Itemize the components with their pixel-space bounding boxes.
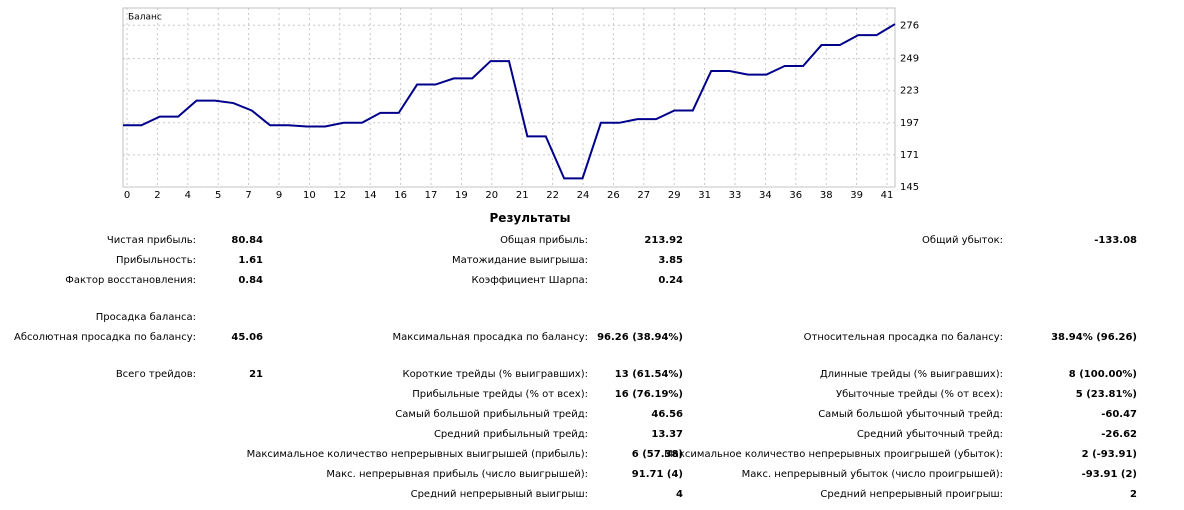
x-tick-label: 7 [245,190,251,201]
x-tick-label: 39 [850,190,863,201]
stat-label: Убыточные трейды (% от всех): [835,389,1003,400]
x-tick-label: 41 [881,190,894,201]
stat-label: Чистая прибыль: [106,235,196,246]
stat-label: Коэффициент Шарпа: [471,275,588,286]
x-tick-label: 34 [759,190,772,201]
stat-label: Фактор восстановления: [65,275,196,286]
stat-label: Всего трейдов: [115,369,196,380]
stat-value: 2 (-93.91) [1081,449,1137,460]
results-title: Результаты [489,211,571,225]
stat-label: Средний непрерывный выигрыш: [410,489,588,500]
stat-label: Самый большой прибыльный трейд: [395,409,588,420]
stat-label: Короткие трейды (% выигравших): [402,369,588,380]
stat-label: Относительная просадка по балансу: [803,332,1003,343]
x-tick-label: 22 [546,190,559,201]
x-tick-label: 19 [455,190,468,201]
stat-value: 5 (23.81%) [1075,389,1137,400]
stat-label: Средний прибыльный трейд: [433,429,588,440]
stat-value: 16 (76.19%) [614,389,683,400]
stat-label: Прибыльные трейды (% от всех): [412,389,588,400]
stat-label: Общая прибыль: [500,235,588,246]
stat-label: Макс. непрерывная прибыль (число выигрыш… [326,469,588,480]
plot-area [122,7,896,188]
stat-value: 213.92 [644,235,683,246]
y-tick-label: 145 [900,182,919,193]
stat-label: Длинные трейды (% выигравших): [819,369,1003,380]
stat-label: Средний убыточный трейд: [856,429,1003,440]
stat-label: Средний непрерывный проигрыш: [820,489,1003,500]
stat-value: -93.91 (2) [1081,469,1137,480]
x-tick-label: 20 [485,190,498,201]
stat-value: 0.24 [658,275,683,286]
stat-label: Макс. непрерывный убыток (число проигрыш… [741,469,1003,480]
stat-value: 91.71 (4) [631,469,683,480]
stat-value: -133.08 [1094,235,1137,246]
stat-label: Абсолютная просадка по балансу: [14,332,196,343]
stat-value: 45.06 [231,332,263,343]
stat-value: 80.84 [231,235,263,246]
y-tick-label: 276 [900,20,919,31]
stat-value: 13.37 [651,429,683,440]
stat-value: 13 (61.54%) [614,369,683,380]
x-tick-label: 5 [215,190,221,201]
y-tick-label: 197 [900,118,919,129]
x-tick-label: 16 [394,190,407,201]
stat-label: Максимальное количество непрерывных выиг… [246,449,588,460]
chart-title: Баланс [128,13,162,23]
x-tick-label: 10 [303,190,316,201]
stat-value: 1.61 [238,255,263,266]
x-tick-label: 36 [789,190,802,201]
balance-line [123,23,896,180]
x-tick-label: 33 [729,190,742,201]
stat-label: Матожидание выигрыша: [451,255,588,266]
x-tick-label: 29 [668,190,681,201]
x-tick-label: 0 [124,190,130,201]
stat-value: -60.47 [1101,409,1137,420]
x-tick-label: 12 [333,190,346,201]
y-tick-label: 171 [900,150,919,161]
y-tick-label: 249 [900,54,919,65]
stat-value: 8 (100.00%) [1068,369,1137,380]
x-tick-label: 2 [154,190,160,201]
x-tick-label: 9 [276,190,282,201]
x-tick-label: 31 [698,190,711,201]
stat-value: 4 [676,489,683,500]
stat-label: Прибыльность: [116,255,196,266]
x-tick-label: 26 [607,190,620,201]
stat-value: 2 [1130,489,1137,500]
stat-label: Просадка баланса: [95,312,196,323]
stat-value: 0.84 [238,275,263,286]
stat-value: 3.85 [658,255,683,266]
x-tick-label: 17 [425,190,438,201]
x-tick-label: 24 [577,190,590,201]
stat-value: -26.62 [1101,429,1137,440]
stat-value: 6 (57.38) [631,449,683,460]
y-tick-label: 223 [900,86,919,97]
x-tick-label: 14 [364,190,377,201]
stat-value: 38.94% (96.26) [1051,332,1137,343]
stat-label: Максимальная просадка по балансу: [392,332,588,343]
x-tick-label: 4 [185,190,191,201]
x-tick-label: 27 [637,190,650,201]
stat-label: Самый большой убыточный трейд: [818,409,1003,420]
stat-value: 21 [249,369,263,380]
x-tick-label: 38 [820,190,833,201]
stat-label: Максимальное количество непрерывных прои… [664,449,1003,460]
stat-label: Общий убыток: [922,235,1003,246]
x-tick-label: 21 [516,190,529,201]
stat-value: 96.26 (38.94%) [597,332,683,343]
stat-value: 46.56 [651,409,683,420]
